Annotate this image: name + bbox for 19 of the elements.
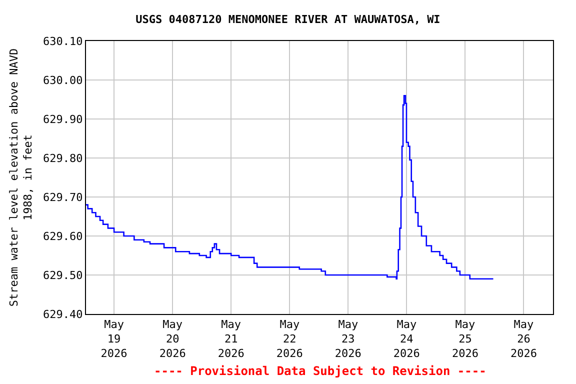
y-tick-label: 629.80 [43, 152, 83, 165]
y-tick-label: 629.70 [43, 190, 83, 204]
chart-title: USGS 04087120 MENOMONEE RIVER AT WAUWATOSA, WI [136, 13, 440, 26]
x-tick-label: May 26 2026 [510, 318, 537, 360]
x-tick-label: May 19 2026 [100, 318, 128, 360]
x-tick-label: May 22 2026 [276, 318, 303, 360]
x-tick-label: May 25 2026 [452, 318, 478, 360]
x-tick-label: May 20 2026 [159, 318, 186, 360]
y-tick-label: 629.60 [43, 230, 83, 243]
x-tick-label: May 21 2026 [218, 318, 244, 360]
y-tick-label: 629.90 [43, 112, 83, 126]
x-tick-label: May 23 2026 [334, 318, 362, 360]
x-tick-label: May 24 2026 [393, 318, 420, 360]
y-tick-label: 630.10 [43, 34, 83, 48]
text: ---- Provisional Data Subject to Revision ---- [154, 364, 486, 378]
y-axis-title: Stream water level elevation above NAVD 1988, in feet [7, 48, 35, 307]
y-tick-label: 629.50 [43, 268, 83, 282]
y-tick-label: 630.00 [43, 74, 83, 87]
y-tick-label: 629.40 [43, 308, 83, 321]
